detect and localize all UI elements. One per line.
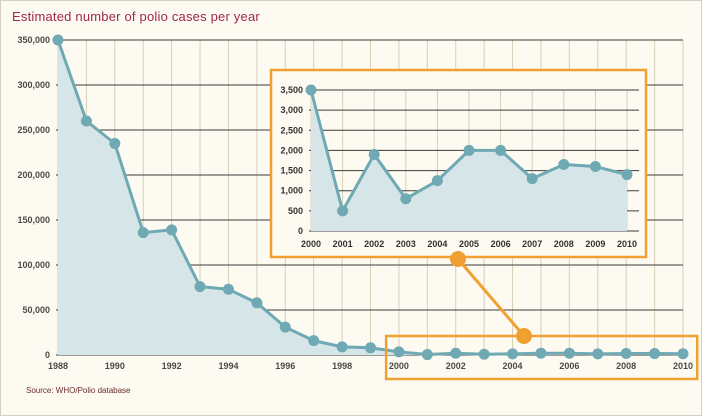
x-tick-label: 1992: [162, 361, 182, 371]
data-point: [421, 349, 433, 361]
source-note: Source: WHO/Polio database: [26, 386, 131, 395]
data-point: [620, 348, 632, 360]
inset-x-tick-label: 2004: [427, 239, 447, 249]
x-tick-label: 1994: [218, 361, 238, 371]
inset-data-point: [558, 159, 570, 171]
connector-dot-bottom: [516, 328, 532, 344]
inset-y-tick-label: 1,000: [280, 186, 303, 196]
inset-data-point: [526, 173, 538, 185]
inset-x-tick-label: 2009: [585, 239, 605, 249]
data-point: [507, 348, 519, 360]
inset-data-point: [621, 169, 633, 181]
data-point: [563, 347, 575, 359]
inset-y-tick-label: 1,500: [280, 166, 303, 176]
x-tick-label: 2008: [616, 361, 636, 371]
data-point: [308, 335, 320, 347]
inset-y-tick-label: 3,000: [280, 105, 303, 115]
inset-y-tick-label: 0: [298, 226, 303, 236]
data-point: [109, 138, 121, 149]
data-point: [80, 115, 92, 127]
inset-x-tick-label: 2003: [396, 239, 416, 249]
chart-title: Estimated number of polio cases per year: [12, 9, 260, 24]
data-point: [166, 224, 178, 236]
x-tick-label: 2010: [673, 361, 693, 371]
inset-data-point: [589, 161, 601, 173]
inset-data-point: [305, 84, 317, 96]
data-point: [393, 346, 405, 358]
inset-area-fill: [311, 90, 627, 231]
inset-data-point: [337, 205, 349, 217]
data-point: [450, 347, 462, 359]
area-fill: [58, 40, 683, 355]
inset-x-tick-label: 2006: [491, 239, 511, 249]
data-point: [52, 34, 64, 46]
x-tick-label: 1998: [332, 361, 352, 371]
y-tick-label: 150,000: [17, 215, 50, 225]
inset-y-tick-label: 2,000: [280, 145, 303, 155]
data-point: [279, 321, 291, 333]
inset-x-tick-label: 2010: [617, 239, 637, 249]
inset-x-tick-label: 2008: [554, 239, 574, 249]
inset-x-tick-label: 2001: [333, 239, 353, 249]
inset-data-point: [431, 175, 443, 187]
inset-data-point: [400, 193, 412, 205]
data-point: [478, 348, 490, 360]
data-point: [336, 341, 348, 353]
data-point: [677, 348, 689, 360]
data-point: [592, 348, 604, 360]
data-point: [137, 227, 149, 239]
inset-data-point: [368, 148, 380, 160]
data-point: [194, 281, 206, 293]
data-point: [251, 297, 263, 309]
x-tick-label: 2004: [503, 361, 523, 371]
y-tick-label: 50,000: [22, 305, 50, 315]
y-tick-label: 300,000: [17, 80, 50, 90]
x-tick-label: 2000: [389, 361, 409, 371]
x-tick-label: 2002: [446, 361, 466, 371]
x-tick-label: 1988: [48, 361, 68, 371]
data-point: [222, 283, 234, 295]
inset-y-tick-label: 2,500: [280, 125, 303, 135]
y-tick-label: 100,000: [17, 260, 50, 270]
inset-x-tick-label: 2002: [364, 239, 384, 249]
data-point: [649, 348, 661, 360]
inset-data-point: [463, 144, 475, 156]
x-tick-label: 2006: [559, 361, 579, 371]
y-tick-label: 0: [45, 350, 50, 360]
data-point: [535, 347, 547, 359]
inset-y-tick-label: 500: [288, 206, 303, 216]
inset-y-tick-label: 3,500: [280, 85, 303, 95]
zoom-connector: [456, 258, 526, 337]
zoom-highlight-box: [384, 334, 699, 381]
x-tick-label: 1990: [105, 361, 125, 371]
y-tick-label: 250,000: [17, 125, 50, 135]
inset-x-tick-label: 2005: [459, 239, 479, 249]
inset-x-tick-label: 2000: [301, 239, 321, 249]
data-point: [365, 342, 376, 354]
y-tick-label: 350,000: [17, 35, 50, 45]
y-tick-label: 200,000: [17, 170, 50, 180]
connector-dot-top: [450, 251, 466, 267]
inset-data-point: [495, 144, 507, 156]
x-tick-label: 1996: [275, 361, 295, 371]
inset-x-tick-label: 2007: [522, 239, 542, 249]
